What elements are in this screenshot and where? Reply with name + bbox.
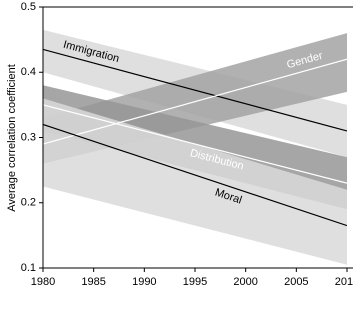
trend-line <box>43 123 347 227</box>
confidence-band <box>43 98 347 265</box>
x-tick-label: 1980 <box>31 276 55 288</box>
y-tick-label: 0.3 <box>21 131 36 143</box>
y-axis-label: Average correlation coefficient <box>6 64 18 212</box>
x-tick-label: 2000 <box>233 276 257 288</box>
x-tick-label: 1995 <box>183 276 207 288</box>
trend-line <box>43 48 347 132</box>
x-tick-label: 1990 <box>132 276 156 288</box>
trend-line <box>43 104 347 184</box>
y-tick-label: 0.1 <box>21 262 36 274</box>
y-tick-label: 0.4 <box>21 66 36 78</box>
x-tick-label: 2010 <box>335 276 353 288</box>
y-tick-label: 0.5 <box>21 1 36 13</box>
plot-area <box>43 29 347 265</box>
y-tick-label: 0.2 <box>21 197 36 209</box>
trend-line <box>43 58 347 145</box>
x-tick-label: 1985 <box>81 276 105 288</box>
x-tick-label: 2005 <box>284 276 308 288</box>
